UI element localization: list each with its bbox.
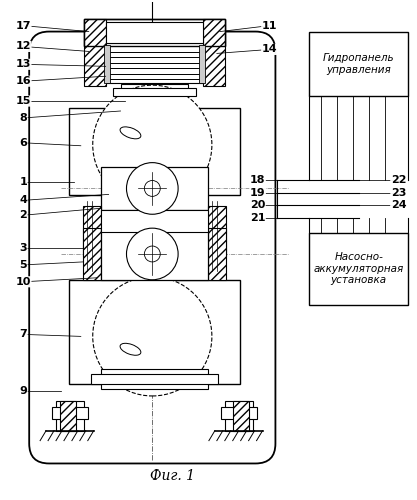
Text: 9: 9 (19, 386, 27, 396)
Text: Фиг. 1: Фиг. 1 (150, 470, 195, 484)
Text: 14: 14 (261, 44, 277, 54)
Circle shape (93, 85, 212, 204)
Text: 15: 15 (15, 96, 31, 106)
Text: 4: 4 (19, 196, 27, 205)
Circle shape (144, 246, 160, 262)
Bar (84, 18, 225, 46)
Text: 18: 18 (250, 176, 265, 186)
Bar (203, 18, 225, 86)
Bar (69, 280, 240, 384)
Circle shape (126, 228, 178, 280)
Text: 10: 10 (15, 277, 31, 287)
Bar (100, 210, 208, 232)
Text: 3: 3 (20, 243, 27, 253)
Bar (84, 18, 225, 46)
Bar (225, 401, 253, 430)
Bar (104, 46, 110, 83)
Text: Насосно-
аккумуляторная
установка: Насосно- аккумуляторная установка (314, 252, 404, 286)
Bar (83, 228, 100, 280)
Bar (309, 233, 409, 304)
Text: 20: 20 (250, 200, 265, 210)
Bar (60, 401, 76, 430)
FancyBboxPatch shape (29, 32, 275, 464)
Bar (113, 88, 196, 96)
Text: Гидропанель
управления: Гидропанель управления (323, 53, 394, 74)
Bar (106, 22, 203, 44)
Text: 5: 5 (20, 260, 27, 270)
Text: 1: 1 (19, 178, 27, 188)
Text: 19: 19 (250, 188, 265, 198)
Bar (100, 166, 208, 210)
Circle shape (93, 277, 212, 396)
Circle shape (126, 162, 178, 214)
Bar (56, 401, 84, 430)
Text: 23: 23 (391, 188, 406, 198)
Bar (84, 18, 106, 86)
Bar (69, 108, 240, 196)
Text: 8: 8 (19, 113, 27, 123)
Text: 6: 6 (19, 138, 27, 148)
Text: 12: 12 (15, 42, 31, 51)
Bar (83, 206, 100, 256)
Bar (309, 32, 409, 96)
Bar (106, 44, 203, 83)
Text: 7: 7 (19, 330, 27, 340)
Bar (208, 206, 226, 256)
Text: 21: 21 (250, 213, 265, 223)
Bar (208, 228, 226, 280)
Text: 17: 17 (15, 20, 31, 30)
Bar (52, 407, 88, 419)
Text: 16: 16 (15, 76, 31, 86)
Text: 2: 2 (19, 210, 27, 220)
Circle shape (144, 180, 160, 196)
Bar (121, 84, 188, 108)
Text: 11: 11 (262, 20, 277, 30)
Bar (221, 407, 256, 419)
Text: 13: 13 (15, 60, 31, 70)
Bar (91, 374, 218, 384)
Text: 22: 22 (391, 176, 406, 186)
Bar (100, 369, 208, 389)
Text: 24: 24 (391, 200, 406, 210)
Bar (100, 228, 208, 280)
Bar (233, 401, 249, 430)
Bar (199, 46, 205, 83)
